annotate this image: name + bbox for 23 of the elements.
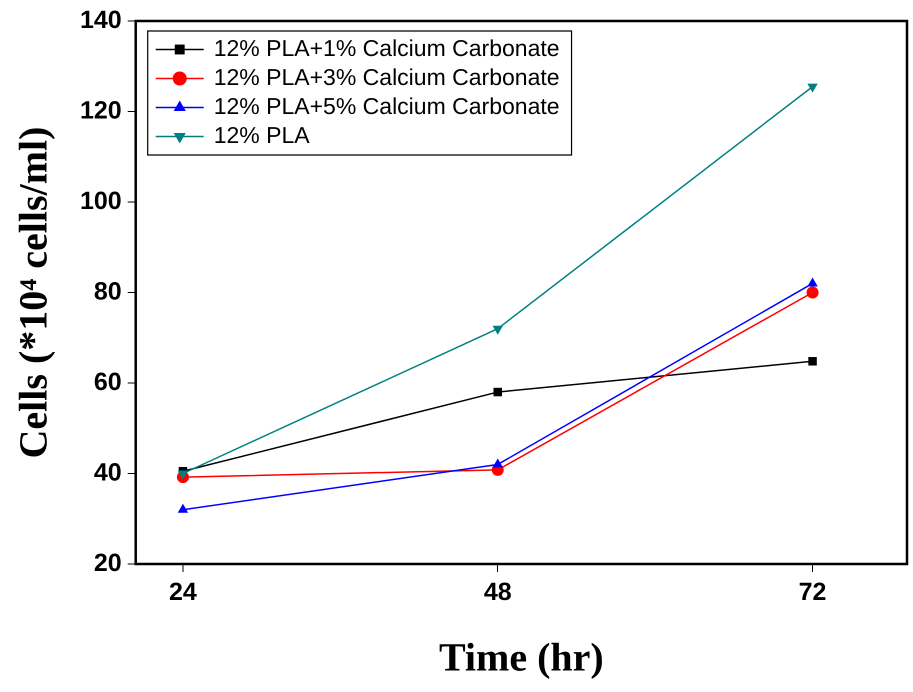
- y-tick-label: 140: [80, 6, 122, 34]
- y-axis-title: Cells (*10⁴ cells/ml): [10, 126, 56, 458]
- point: [494, 388, 502, 396]
- y-tick-label: 40: [94, 458, 122, 486]
- y-tick-label: 100: [80, 186, 122, 215]
- y-tick-label: 80: [94, 277, 122, 306]
- point: [178, 504, 188, 513]
- legend-label: 12% PLA+3% Calcium Carbonate: [214, 64, 560, 90]
- y-tick-label: 120: [80, 96, 122, 124]
- point: [806, 286, 819, 298]
- x-tick-label: 48: [484, 578, 512, 606]
- point: [808, 357, 817, 366]
- point: [492, 458, 503, 468]
- legend-label: 12% PLA: [214, 122, 310, 148]
- point: [807, 84, 818, 93]
- x-axis-title: Time (hr): [438, 634, 604, 680]
- y-tick-label: 60: [94, 368, 122, 396]
- legend-label: 12% PLA+1% Calcium Carbonate: [214, 34, 560, 61]
- point: [492, 326, 503, 335]
- y-tick-label: 20: [94, 548, 122, 577]
- legend-label: 12% PLA+5% Calcium Carbonate: [214, 92, 560, 119]
- x-tick-label: 24: [169, 578, 197, 606]
- x-tick-label: 72: [798, 578, 826, 606]
